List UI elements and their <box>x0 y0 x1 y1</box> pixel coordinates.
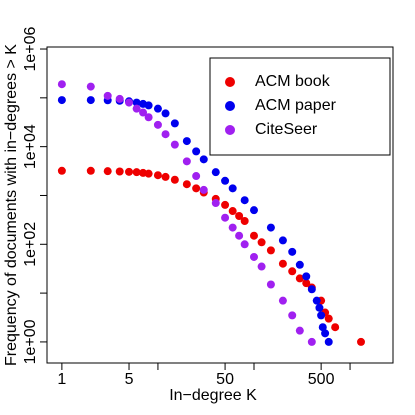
legend-label: ACM paper <box>255 97 337 114</box>
point <box>228 184 237 193</box>
point <box>307 285 316 294</box>
legend-box <box>209 57 391 156</box>
y-tick-label: 1e+06 <box>22 26 39 71</box>
point <box>153 104 162 113</box>
point <box>240 216 249 225</box>
x-tick-label: 50 <box>216 371 234 388</box>
point <box>125 98 134 107</box>
point <box>161 172 170 181</box>
point <box>57 166 66 175</box>
point <box>356 337 365 346</box>
point <box>192 184 201 193</box>
x-tick-label: 500 <box>308 371 335 388</box>
point <box>132 98 141 107</box>
point <box>240 196 249 205</box>
point <box>257 262 266 271</box>
point <box>288 267 297 276</box>
point <box>295 326 304 335</box>
x-tick-label: 5 <box>125 371 134 388</box>
point <box>86 82 95 91</box>
point <box>199 185 208 194</box>
point <box>221 213 230 222</box>
point <box>302 272 311 281</box>
point <box>228 207 237 216</box>
point <box>103 91 112 100</box>
point <box>211 168 220 177</box>
point <box>153 171 162 180</box>
point <box>192 172 201 181</box>
point <box>318 323 327 332</box>
point <box>182 137 191 146</box>
x-axis-label: In−degree K <box>169 387 257 404</box>
point <box>295 274 304 283</box>
point <box>86 96 95 105</box>
point <box>235 211 244 220</box>
point <box>132 104 141 113</box>
point <box>312 296 321 305</box>
point <box>321 329 330 338</box>
point <box>199 155 208 164</box>
point <box>103 167 112 176</box>
point <box>288 311 297 320</box>
point <box>144 101 153 110</box>
point <box>153 120 162 129</box>
legend-label: ACM book <box>255 73 331 90</box>
plot-frame <box>46 46 394 364</box>
point <box>144 113 153 122</box>
point <box>115 94 124 103</box>
point <box>161 130 170 139</box>
point <box>307 337 316 346</box>
x-tick-label: 1 <box>57 371 66 388</box>
point <box>249 231 258 240</box>
point <box>132 168 141 177</box>
point <box>278 259 287 268</box>
point <box>249 206 258 215</box>
point <box>211 199 220 208</box>
y-tick-label: 1e+04 <box>22 124 39 169</box>
point <box>228 223 237 232</box>
point <box>278 296 287 305</box>
y-tick-label: 1e+00 <box>22 319 39 364</box>
point <box>192 147 201 156</box>
point <box>182 180 191 189</box>
y-axis-label: Frequency of documents with in−degrees >… <box>3 44 20 366</box>
legend-marker <box>225 101 235 111</box>
point <box>302 279 311 288</box>
point <box>170 119 179 128</box>
point <box>266 280 275 289</box>
point <box>315 303 324 312</box>
point <box>257 238 266 247</box>
point <box>86 166 95 175</box>
point <box>57 96 66 105</box>
point <box>266 223 275 232</box>
legend-label: CiteSeer <box>255 121 318 138</box>
y-tick-label: 1e+02 <box>22 222 39 267</box>
point <box>240 240 249 249</box>
point <box>57 80 66 89</box>
point <box>288 247 297 256</box>
point <box>249 252 258 261</box>
legend-marker <box>225 77 235 87</box>
point <box>161 109 170 118</box>
point <box>221 176 230 185</box>
point <box>115 167 124 176</box>
point <box>170 175 179 184</box>
point <box>221 200 230 209</box>
legend-marker <box>225 125 235 135</box>
point <box>235 231 244 240</box>
point <box>144 169 153 178</box>
point <box>182 157 191 166</box>
point <box>324 337 333 346</box>
point <box>278 236 287 245</box>
point <box>125 167 134 176</box>
point <box>170 140 179 149</box>
point <box>139 108 148 117</box>
point <box>317 311 326 320</box>
point <box>295 260 304 269</box>
point <box>266 246 275 255</box>
point <box>331 323 340 332</box>
point <box>324 314 333 323</box>
